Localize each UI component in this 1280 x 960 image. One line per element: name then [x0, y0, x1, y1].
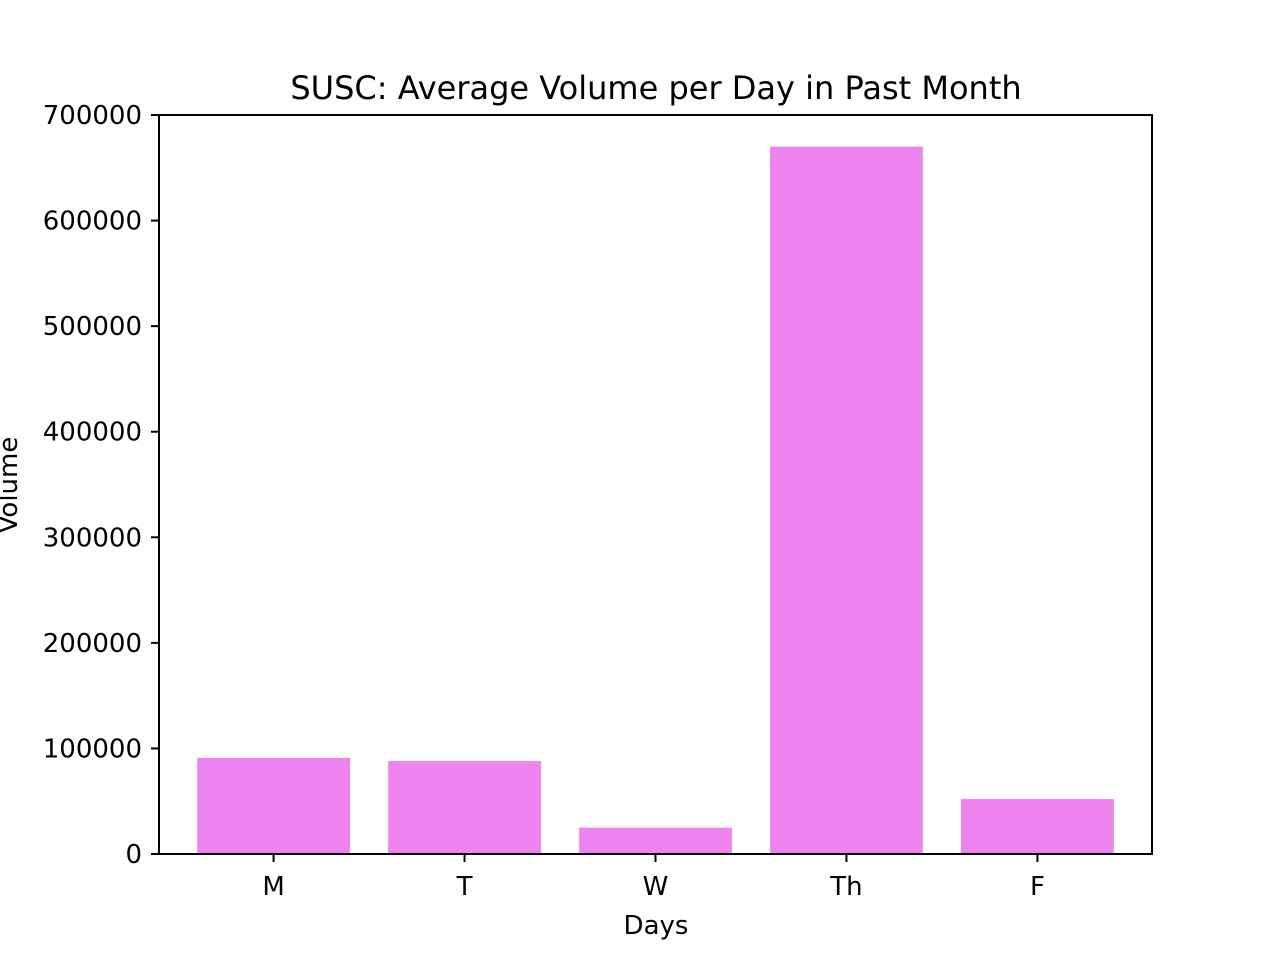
x-tick-label: F — [1030, 872, 1045, 902]
y-tick-label: 100000 — [43, 734, 142, 764]
bar-F — [961, 799, 1114, 854]
plot-frame — [158, 114, 1153, 855]
bar-M — [197, 757, 350, 854]
x-axis-label: Days — [624, 911, 689, 941]
x-tick-label: T — [456, 872, 473, 902]
y-tick-label: 300000 — [43, 523, 142, 553]
bar-T — [388, 761, 541, 854]
bars-group — [197, 146, 1114, 854]
y-tick-label: 400000 — [43, 418, 142, 448]
y-tick-label: 600000 — [43, 207, 142, 237]
bar-W — [579, 827, 732, 854]
y-tick-label: 0 — [125, 840, 142, 870]
y-axis-label: Volume — [0, 437, 24, 534]
x-tick-label: M — [262, 872, 284, 902]
bar-Th — [770, 146, 923, 854]
x-axis: M T W Th F — [262, 854, 1045, 902]
x-tick-label: W — [643, 872, 669, 902]
y-tick-label: 700000 — [43, 101, 142, 131]
x-tick-label: Th — [829, 872, 862, 902]
chart-title: SUSC: Average Volume per Day in Past Mon… — [290, 69, 1021, 107]
y-axis: 0 100000 200000 300000 400000 500000 600000 700… — [43, 101, 159, 870]
y-tick-label: 500000 — [43, 312, 142, 342]
y-tick-label: 200000 — [43, 629, 142, 659]
